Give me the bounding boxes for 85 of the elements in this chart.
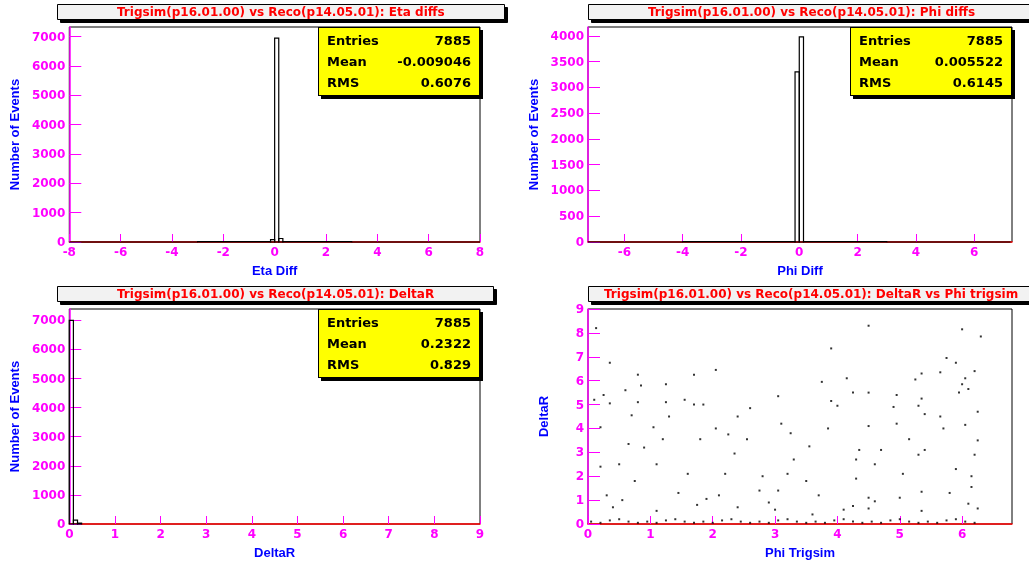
y-tick-label: 2000: [550, 131, 584, 146]
y-tick-label: 2500: [550, 106, 584, 121]
x-tick-label: 1: [110, 527, 120, 541]
x-tick-label: 6: [957, 527, 967, 541]
y-axis-title: Number of Events: [7, 360, 22, 473]
y-tick-label: 7000: [31, 313, 66, 328]
y-tick-label: 0: [56, 517, 66, 531]
text: Entries 7885: [327, 315, 471, 330]
text: Entries 7885: [327, 33, 471, 48]
text: RMS 0.6076: [327, 75, 471, 90]
text: RMS 0.829: [327, 357, 471, 372]
x-tick-label: 2: [321, 245, 331, 259]
y-tick-label: 3: [575, 445, 584, 460]
x-tick-label: -2: [216, 245, 230, 259]
y-tick-label: 7000: [31, 29, 66, 44]
y-tick-label: 4000: [31, 400, 66, 415]
text: Entries 7885: [859, 33, 1003, 48]
x-tick-label: -4: [676, 245, 690, 259]
y-tick-label: 0: [575, 517, 584, 531]
chart-title: Trigsim(p16.01.00) vs Reco(p14.05.01): Phi diffs: [648, 5, 976, 19]
x-tick-label: 4: [833, 527, 842, 541]
y-tick-label: 7: [575, 349, 584, 364]
text: Mean 0.2322: [327, 336, 471, 351]
y-tick-label: 3000: [31, 429, 66, 444]
y-tick-label: 3000: [550, 80, 584, 95]
x-tick-label: 8: [430, 527, 439, 541]
y-tick-label: 5000: [31, 88, 66, 103]
x-axis-title: Eta Diff: [251, 263, 299, 278]
x-tick-label: 2: [708, 527, 717, 541]
y-tick-label: 3500: [550, 54, 584, 69]
x-tick-label: 5: [895, 527, 904, 541]
y-tick-label: 8: [575, 325, 584, 340]
x-axis-title: DeltaR: [254, 545, 296, 560]
x-tick-label: 3: [770, 527, 780, 541]
y-tick-label: 6000: [31, 342, 66, 357]
y-tick-label: 5: [575, 397, 584, 412]
y-tick-label: 3000: [31, 147, 66, 162]
x-tick-label: 2: [853, 245, 862, 259]
y-tick-label: 5000: [31, 371, 66, 386]
y-tick-label: 500: [558, 209, 584, 224]
y-axis-title: Number of Events: [525, 78, 541, 191]
y-tick-label: 1500: [550, 157, 584, 172]
y-tick-label: 1000: [550, 183, 584, 198]
x-tick-label: -4: [165, 245, 179, 259]
text: Mean 0.005522: [859, 54, 1003, 69]
y-tick-label: 9: [575, 302, 584, 316]
y-tick-label: 0: [575, 235, 584, 249]
x-tick-label: 4: [247, 527, 257, 541]
x-tick-label: 0: [795, 245, 804, 259]
x-tick-label: 0: [270, 245, 279, 259]
x-tick-label: 8: [475, 245, 485, 259]
x-axis-title: Phi Diff: [777, 263, 824, 278]
x-tick-label: -2: [734, 245, 748, 259]
y-tick-label: 1000: [31, 205, 66, 220]
y-tick-label: 4000: [31, 117, 66, 132]
x-tick-label: 3: [202, 527, 211, 541]
y-tick-label: 6000: [31, 59, 66, 74]
y-tick-label: 1000: [31, 487, 66, 502]
x-axis-title: Phi Trigsim: [764, 545, 836, 560]
y-tick-label: 2000: [31, 458, 66, 473]
chart-title: Trigsim(p16.01.00) vs Reco(p14.05.01): DeltaR: [117, 287, 435, 301]
x-tick-label: 4: [373, 245, 382, 259]
y-tick-label: 2000: [31, 176, 66, 191]
y-tick-label: 4000: [550, 28, 584, 43]
x-tick-label: 6: [424, 245, 433, 259]
text: RMS 0.6145: [859, 75, 1003, 90]
x-tick-label: -6: [617, 245, 632, 259]
x-tick-label: 7: [384, 527, 393, 541]
x-tick-label: 4: [911, 245, 921, 259]
x-tick-label: -6: [113, 245, 128, 259]
text: Mean -0.009046: [327, 54, 471, 69]
x-tick-label: 2: [156, 527, 165, 541]
x-tick-label: 1: [646, 527, 655, 541]
chart-title: Trigsim(p16.01.00) vs Reco(p14.05.01): DeltaR vs Phi trigsim: [604, 287, 1019, 301]
y-axis-title: Number of Events: [7, 78, 22, 191]
y-tick-label: 1: [575, 493, 584, 508]
y-tick-label: 6: [575, 373, 584, 388]
chart-title: Trigsim(p16.01.00) vs Reco(p14.05.01): Eta diffs: [117, 5, 445, 19]
y-tick-label: 4: [575, 421, 584, 436]
x-tick-label: 6: [969, 245, 979, 259]
x-tick-label: 9: [475, 527, 485, 541]
y-tick-label: 2: [575, 469, 584, 484]
x-tick-label: 5: [293, 527, 302, 541]
x-tick-label: 6: [338, 527, 348, 541]
y-axis-title: DeltaR: [536, 395, 551, 438]
